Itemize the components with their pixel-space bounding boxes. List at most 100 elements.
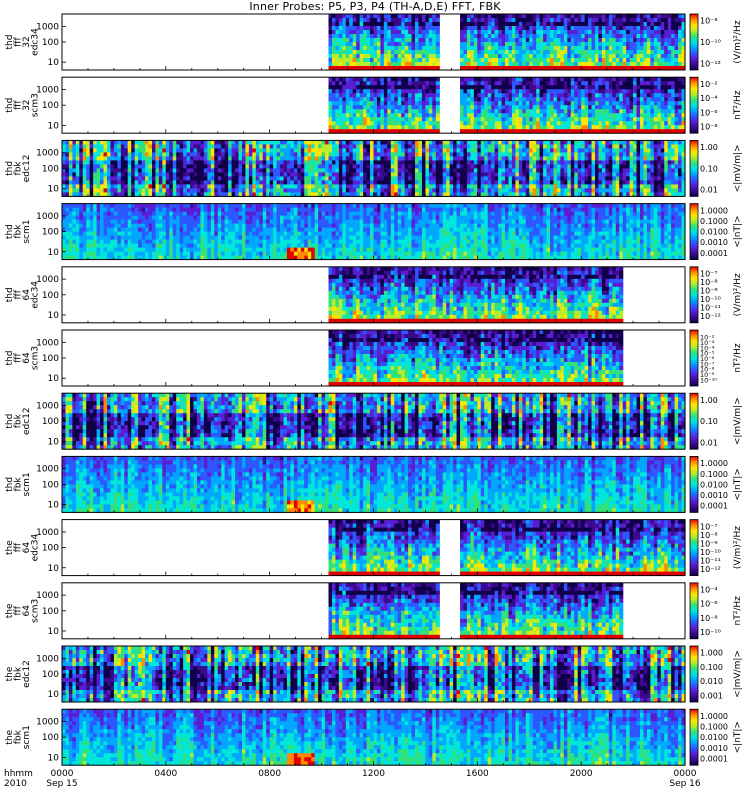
heatmap-cell [214, 148, 219, 153]
heatmap-cell [446, 168, 451, 173]
heatmap-cell [321, 180, 326, 185]
heatmap-cell [588, 62, 593, 67]
heatmap-cell [588, 30, 593, 35]
heatmap-cell [505, 85, 510, 90]
heatmap-cell [598, 81, 603, 86]
heatmap-cell [435, 66, 440, 71]
heatmap-cell [338, 18, 343, 23]
heatmap-cell [584, 54, 589, 59]
heatmap-cell [193, 160, 198, 165]
heatmap-cell [276, 180, 281, 185]
heatmap-cell [619, 58, 624, 63]
heatmap-cell [82, 184, 87, 189]
heatmap-cell [96, 188, 101, 193]
heatmap-cell [359, 89, 364, 94]
heatmap-cell [376, 113, 382, 118]
heatmap-cell [622, 38, 627, 43]
heatmap-cell [480, 184, 485, 189]
heatmap-cell [556, 14, 561, 19]
colorbar-tick-label: 10⁻¹⁰ [700, 38, 721, 47]
heatmap-cell [588, 89, 593, 94]
heatmap-cell [546, 30, 551, 35]
heatmap-cell [667, 101, 672, 106]
heatmap-cell [342, 172, 347, 177]
heatmap-cell [460, 192, 465, 197]
heatmap-cell [539, 50, 544, 55]
heatmap-cell [383, 148, 388, 153]
heatmap-cell [536, 18, 541, 23]
heatmap-cell [508, 148, 513, 153]
heatmap-cell [660, 93, 665, 98]
heatmap-cell [435, 117, 440, 122]
heatmap-cell [318, 152, 323, 157]
heatmap-cell [262, 184, 267, 189]
heatmap-cell [605, 97, 610, 102]
heatmap-cell [356, 81, 361, 86]
heatmap-cell [418, 101, 423, 106]
heatmap-cell [487, 164, 492, 169]
heatmap-cell [280, 172, 285, 177]
heatmap-cell [311, 168, 316, 173]
heatmap-cell [550, 105, 555, 110]
heatmap-cell [456, 148, 461, 153]
heatmap-cell [570, 58, 575, 63]
heatmap-cell [331, 192, 337, 197]
heatmap-cell [584, 89, 589, 94]
heatmap-cell [383, 97, 388, 102]
heatmap-cell [176, 184, 181, 189]
heatmap-cell [470, 156, 475, 161]
heatmap-cell [539, 148, 544, 153]
heatmap-cell [563, 18, 568, 23]
heatmap-cell [390, 184, 395, 189]
heatmap-cell [577, 30, 582, 35]
heatmap-cell [415, 26, 420, 31]
heatmap-cell [259, 180, 264, 185]
heatmap-cell [366, 117, 371, 122]
heatmap-cell [158, 180, 163, 185]
heatmap-cell [345, 117, 350, 122]
heatmap-cell [678, 66, 683, 71]
heatmap-cell [390, 172, 395, 177]
heatmap-cell [584, 22, 589, 27]
heatmap-cell [238, 188, 243, 193]
heatmap-cell [356, 109, 361, 114]
heatmap-cell [432, 152, 437, 157]
heatmap-cell [453, 140, 458, 145]
heatmap-cell [383, 180, 388, 185]
heatmap-cell [297, 188, 302, 193]
heatmap-cell [491, 58, 496, 63]
heatmap-cell [664, 85, 669, 90]
heatmap-cell [671, 93, 676, 98]
heatmap-cell [477, 125, 482, 130]
heatmap-cell [532, 34, 537, 39]
heatmap-cell [671, 121, 676, 126]
heatmap-cell [681, 26, 686, 31]
heatmap-cell [498, 26, 503, 31]
heatmap-cell [595, 180, 600, 185]
heatmap-cell [155, 180, 160, 185]
heatmap-cell [671, 30, 676, 35]
heatmap-cell [626, 26, 631, 31]
heatmap-cell [470, 160, 475, 165]
heatmap-cell [383, 77, 388, 82]
heatmap-cell [681, 54, 686, 59]
heatmap-cell [574, 152, 579, 157]
heatmap-cell [536, 140, 541, 145]
heatmap-cell [525, 121, 530, 126]
heatmap-cell [477, 188, 482, 193]
heatmap-cell [484, 109, 489, 114]
heatmap-cell [68, 152, 73, 157]
heatmap-cell [577, 89, 582, 94]
heatmap-cell [428, 85, 433, 90]
heatmap-cell [480, 148, 485, 153]
heatmap-cell [460, 89, 465, 94]
heatmap-cell [563, 30, 568, 35]
heatmap-cell [134, 152, 139, 157]
heatmap-cell [522, 192, 527, 197]
heatmap-cell [498, 34, 503, 39]
heatmap-cell [366, 18, 371, 23]
heatmap-cell [508, 105, 513, 110]
heatmap-cell [671, 22, 676, 27]
heatmap-cell [608, 14, 613, 19]
heatmap-cell [650, 113, 655, 118]
